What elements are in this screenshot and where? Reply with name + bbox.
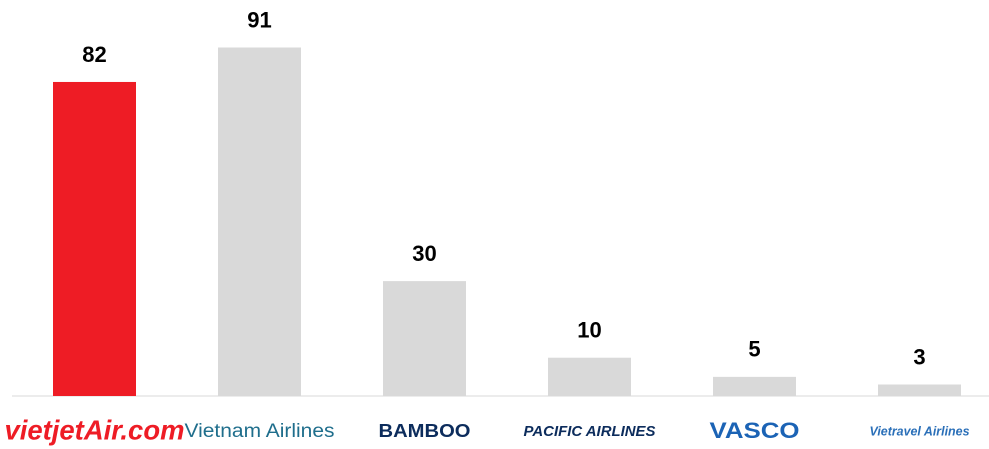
- value-label: 5: [748, 337, 760, 362]
- value-label: 82: [82, 42, 106, 67]
- value-label: 91: [247, 7, 271, 32]
- category-logo: Vietravel Airlines: [870, 423, 970, 438]
- value-label: 30: [412, 241, 436, 266]
- bar: [548, 357, 631, 396]
- bar: [383, 281, 466, 396]
- bar: [713, 376, 796, 396]
- value-label: 10: [577, 318, 601, 343]
- category-logo: BAMBOO: [379, 421, 471, 441]
- bar: [218, 47, 301, 396]
- category-logo: VASCO: [710, 418, 800, 443]
- category-logo: PACIFIC AIRLINES: [524, 423, 656, 440]
- bar: [53, 81, 136, 396]
- category-logo: Vietnam Airlines: [185, 421, 335, 442]
- category-logo: vietjetAir.com: [5, 414, 185, 445]
- bar: [878, 384, 961, 396]
- value-label: 3: [913, 344, 925, 369]
